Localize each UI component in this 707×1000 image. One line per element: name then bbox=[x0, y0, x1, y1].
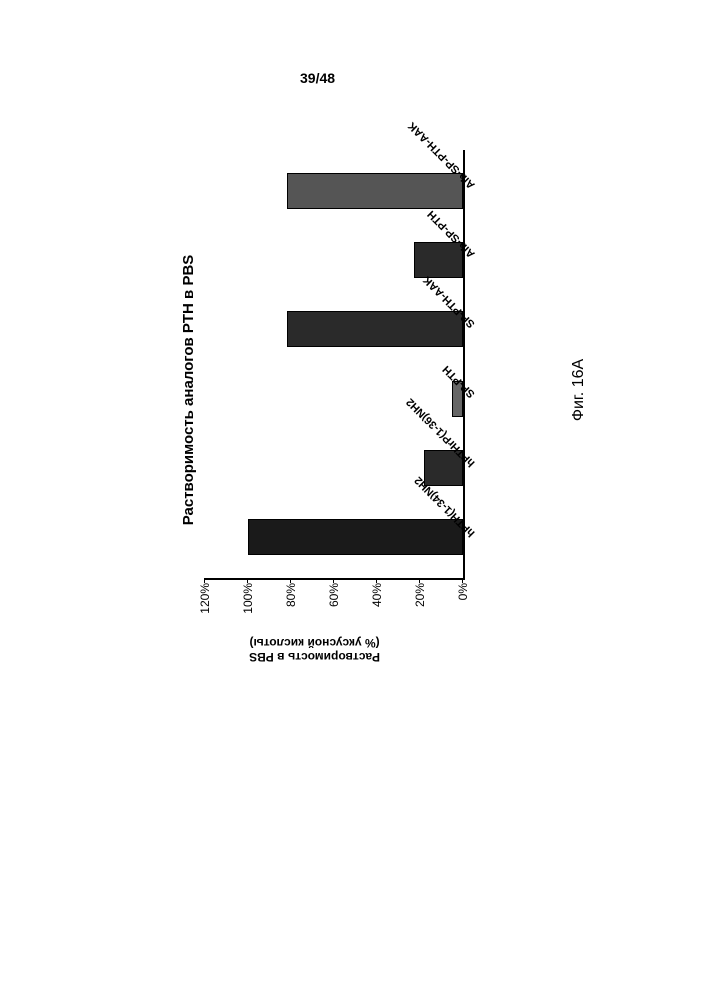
chart-title: Растворимость аналогов PTH в PBS bbox=[180, 140, 197, 640]
bar bbox=[248, 519, 463, 555]
bar bbox=[287, 173, 463, 209]
x-label-slot: hPTH(1-34)NH2 bbox=[465, 504, 555, 574]
figure-caption: Фиг. 16A bbox=[570, 359, 588, 421]
x-label-slot: SP-PTH bbox=[465, 365, 555, 435]
y-tick-mark bbox=[204, 578, 205, 583]
figure-container: Растворимость аналогов PTH в PBS Раствор… bbox=[180, 140, 560, 640]
y-axis-label-line2: (% уксусной кислоты) bbox=[249, 636, 379, 650]
y-tick-mark bbox=[419, 578, 420, 583]
y-tick-label: 80% bbox=[284, 583, 298, 623]
y-axis-label: Растворимость в PBS (% уксусной кислоты) bbox=[249, 636, 380, 664]
y-tick-mark bbox=[247, 578, 248, 583]
x-label-slot: Aib-SP-PTH-AAK bbox=[465, 156, 555, 226]
x-axis-labels: hPTH(1-34)NH2hPTHrP(1-36)NH2SP-PTHSP-PTH… bbox=[465, 150, 555, 580]
y-tick-label: 20% bbox=[413, 583, 427, 623]
page-number: 39/48 bbox=[300, 70, 335, 86]
y-tick-mark bbox=[333, 578, 334, 583]
bar-slot bbox=[205, 156, 463, 225]
y-axis-label-container: Растворимость в PBS (% уксусной кислоты) bbox=[205, 620, 555, 640]
x-label-slot: Aib-SP-PTH bbox=[465, 226, 555, 296]
bar-slot bbox=[205, 503, 463, 572]
bar bbox=[287, 311, 463, 347]
y-tick-label: 60% bbox=[327, 583, 341, 623]
x-label-slot: SP-PTH-AAK bbox=[465, 295, 555, 365]
x-label-slot: hPTHrP(1-36)NH2 bbox=[465, 435, 555, 505]
y-tick-mark bbox=[376, 578, 377, 583]
y-tick-mark bbox=[462, 578, 463, 583]
y-tick-mark bbox=[290, 578, 291, 583]
bar-slot bbox=[205, 295, 463, 364]
y-axis-label-line1: Растворимость в PBS bbox=[249, 650, 380, 664]
y-tick-label: 0% bbox=[456, 583, 470, 623]
y-tick-label: 120% bbox=[198, 583, 212, 623]
y-tick-label: 40% bbox=[370, 583, 384, 623]
y-tick-label: 100% bbox=[241, 583, 255, 623]
bar-group bbox=[205, 150, 463, 578]
